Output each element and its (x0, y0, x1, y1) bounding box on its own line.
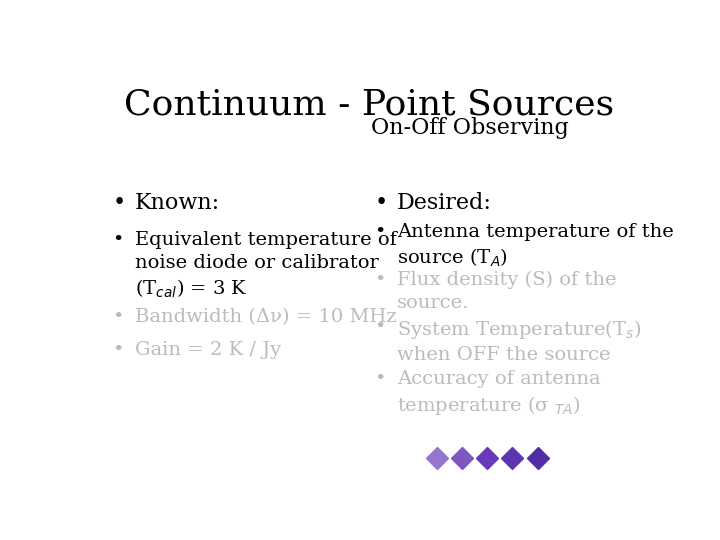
Text: •: • (374, 370, 386, 388)
Text: •: • (374, 223, 386, 241)
Text: Antenna temperature of the
source (T$_A$): Antenna temperature of the source (T$_A$… (397, 223, 674, 269)
Text: Known:: Known: (135, 192, 220, 214)
Text: •: • (112, 231, 124, 249)
Text: •: • (374, 319, 386, 336)
Text: •: • (112, 192, 125, 214)
Text: Desired:: Desired: (397, 192, 492, 214)
Text: On-Off Observing: On-Off Observing (371, 117, 568, 139)
Text: Equivalent temperature of
noise diode or calibrator
(T$_{cal}$) = 3 K: Equivalent temperature of noise diode or… (135, 231, 397, 300)
Text: •: • (374, 192, 388, 214)
Text: Continuum - Point Sources: Continuum - Point Sources (124, 87, 614, 122)
Text: Flux density (S) of the
source.: Flux density (S) of the source. (397, 271, 616, 312)
Text: •: • (112, 308, 124, 326)
Text: System Temperature(T$_s$)
when OFF the source: System Temperature(T$_s$) when OFF the s… (397, 319, 641, 364)
Text: Accuracy of antenna
temperature (σ $_{TA}$): Accuracy of antenna temperature (σ $_{TA… (397, 370, 600, 417)
Text: Bandwidth (Δν) = 10 MHz: Bandwidth (Δν) = 10 MHz (135, 308, 397, 326)
Text: •: • (112, 341, 124, 359)
Text: Gain = 2 K / Jy: Gain = 2 K / Jy (135, 341, 281, 359)
Text: •: • (374, 271, 386, 288)
